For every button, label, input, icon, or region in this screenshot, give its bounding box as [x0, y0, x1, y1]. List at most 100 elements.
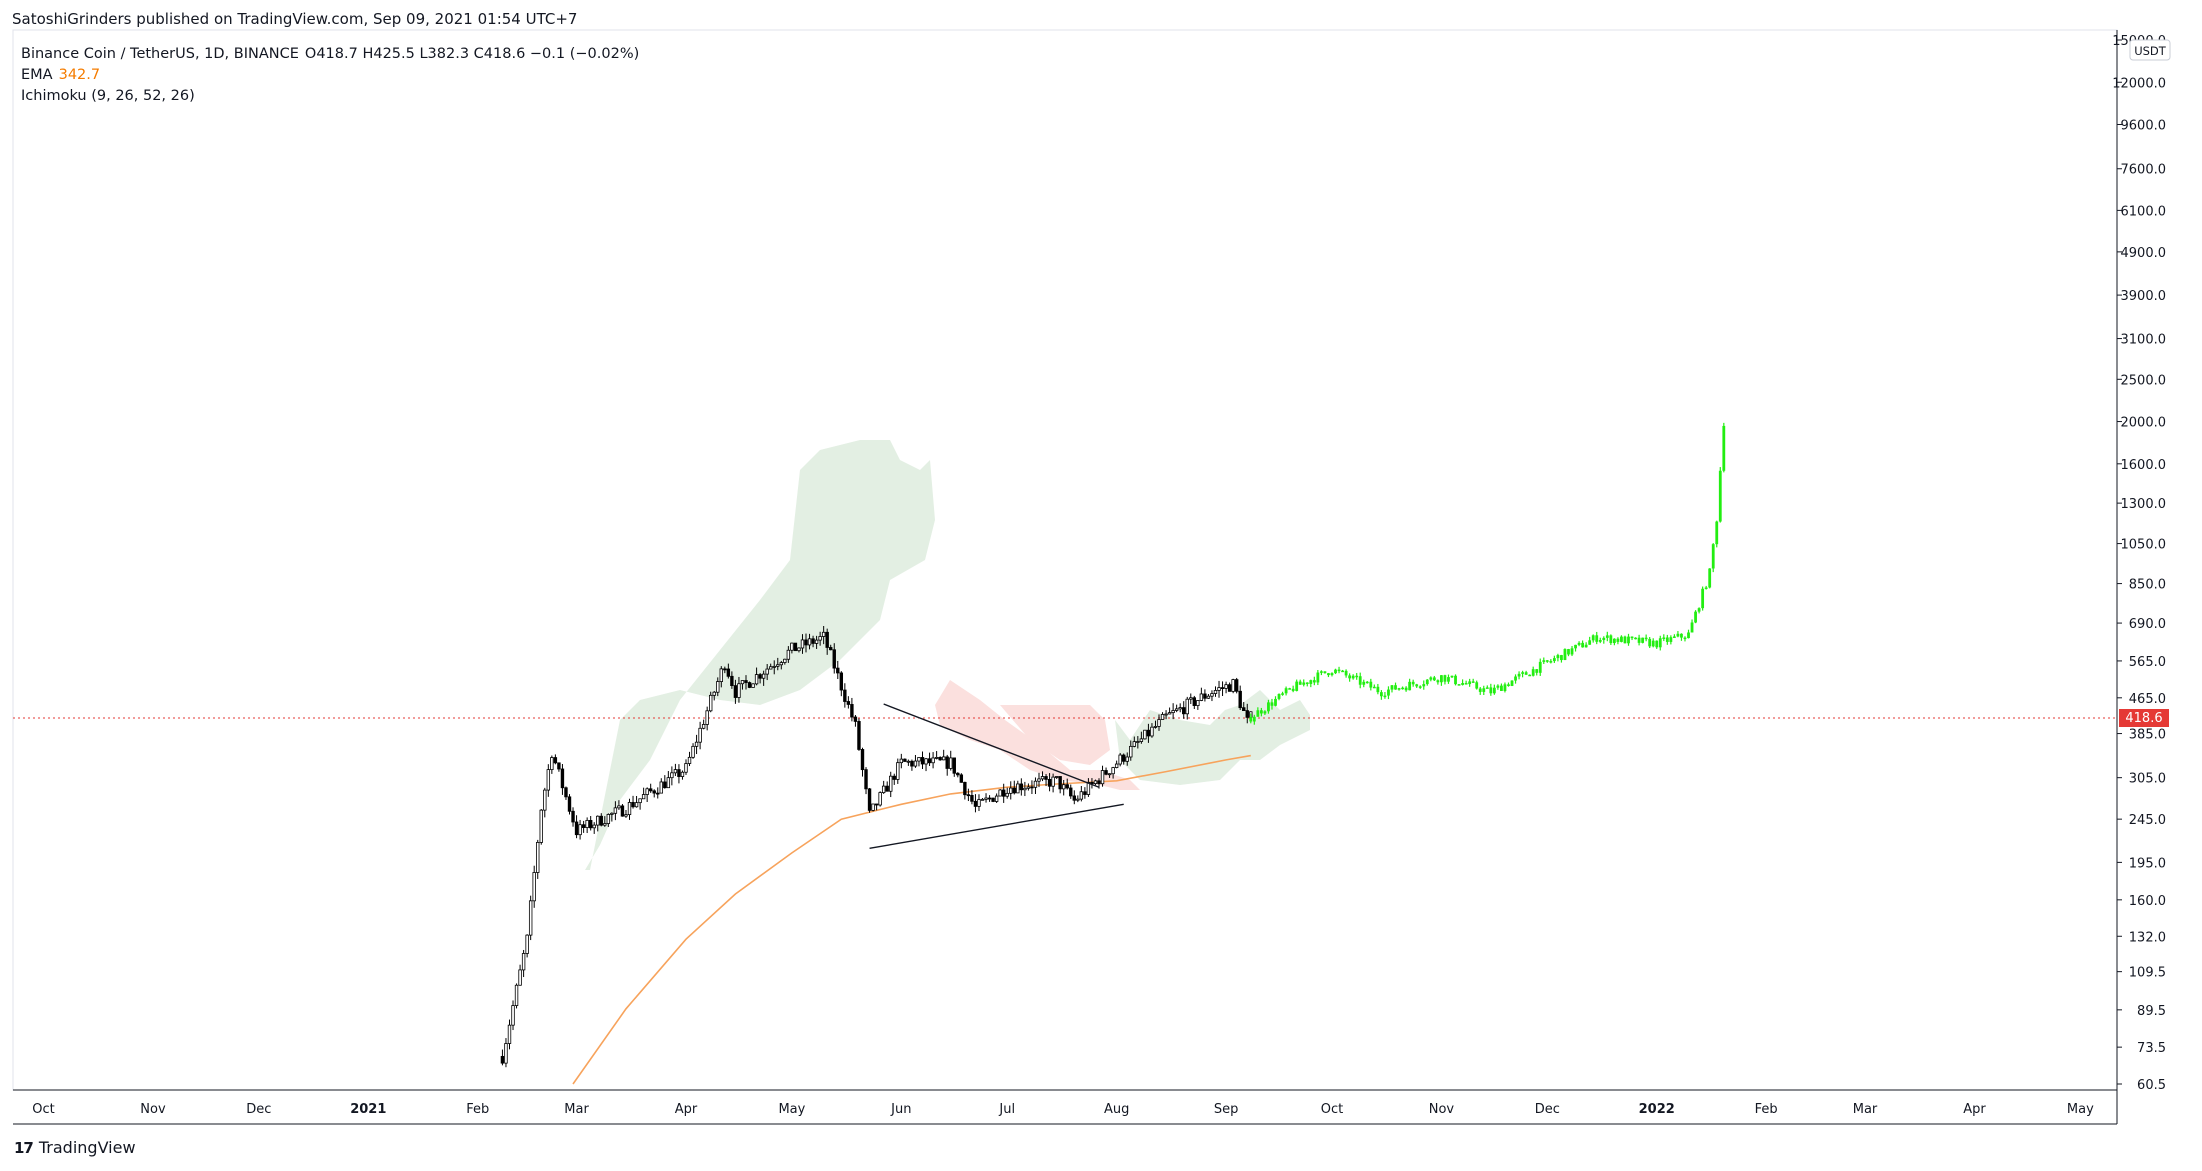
- candle: [959, 774, 964, 783]
- candle: [737, 683, 741, 698]
- candle: [550, 757, 554, 771]
- candle: [744, 680, 748, 683]
- y-tick-label: 7600.0: [2121, 163, 2167, 178]
- candle: [1213, 690, 1218, 694]
- candle: [903, 758, 907, 762]
- projection-candle: [1637, 637, 1641, 643]
- candle: [1227, 684, 1232, 692]
- projection-candle: [1372, 686, 1376, 689]
- candle: [1033, 780, 1038, 788]
- candle: [1231, 679, 1235, 692]
- candle: [709, 694, 713, 712]
- candle: [1132, 741, 1136, 747]
- candle: [966, 794, 971, 797]
- candle: [906, 760, 911, 763]
- projection-candle: [1312, 680, 1316, 683]
- candle: [804, 639, 808, 646]
- time-axis[interactable]: Oct Nov Dec 2021 Feb Mar Apr May Jun Jul Aug Sep Oct…: [32, 1102, 2094, 1117]
- projection-candle: [1468, 681, 1472, 685]
- candle: [543, 789, 547, 811]
- cloud-green-1: [585, 440, 935, 870]
- projection-candle: [1348, 675, 1352, 679]
- candle: [567, 796, 572, 812]
- candle: [949, 757, 953, 769]
- projection-candle: [1701, 588, 1705, 609]
- candle: [673, 769, 678, 774]
- trendline[interactable]: [869, 803, 1124, 850]
- candle: [719, 668, 723, 682]
- candle: [889, 775, 893, 792]
- projection-candle: [1634, 637, 1637, 640]
- candle: [980, 798, 985, 801]
- candle: [574, 821, 579, 836]
- projection-candle: [1503, 684, 1507, 691]
- cloud-red-1: [935, 680, 1140, 790]
- projection-candle: [1341, 670, 1344, 673]
- projection-candle: [1369, 681, 1373, 688]
- candle: [941, 756, 946, 761]
- projection-candle: [1394, 685, 1397, 690]
- candle: [730, 675, 734, 687]
- candle: [560, 768, 565, 789]
- candle: [1058, 776, 1062, 790]
- candle: [807, 638, 812, 646]
- chart-frame: [12, 29, 2118, 1125]
- candle: [606, 814, 611, 824]
- candle: [1044, 776, 1048, 780]
- candle: [1125, 756, 1129, 762]
- projection-candle: [1277, 693, 1281, 699]
- projection-candle: [1687, 632, 1690, 639]
- candle: [747, 682, 752, 688]
- candle: [581, 824, 586, 828]
- legend-symbol-row[interactable]: Binance Coin / TetherUS, 1D, BINANCE O418…: [21, 44, 639, 65]
- projection-candle: [1528, 674, 1532, 677]
- projection-candle: [1387, 689, 1390, 696]
- ema-value: 342.7: [58, 67, 101, 83]
- projection-candle: [1305, 682, 1309, 684]
- projection-candle: [1662, 637, 1666, 639]
- candle: [627, 802, 632, 816]
- projection-candle: [1270, 702, 1274, 706]
- candle: [956, 772, 960, 776]
- projection-candle: [1482, 688, 1486, 692]
- projection-candle: [1422, 684, 1426, 687]
- x-tick-label: Oct: [1321, 1102, 1343, 1117]
- candle: [754, 674, 759, 685]
- candle: [504, 1043, 508, 1064]
- ema-line: [572, 754, 1251, 1085]
- projection-candle: [1521, 672, 1524, 674]
- candle: [867, 788, 872, 811]
- candle: [977, 799, 981, 807]
- projection-candle: [1718, 470, 1722, 522]
- currency-badge[interactable]: USDT: [2129, 39, 2171, 61]
- trendlines-layer: [869, 703, 1124, 850]
- footer-brand[interactable]: 17 TradingView: [14, 1138, 136, 1157]
- candle: [740, 680, 745, 685]
- projection-candle: [1319, 671, 1323, 673]
- projection-candle: [1454, 675, 1457, 685]
- projection-candle: [1425, 679, 1429, 685]
- candle: [1153, 726, 1158, 728]
- candle: [776, 664, 780, 667]
- candle: [1062, 784, 1066, 790]
- projection-candle: [1697, 608, 1701, 612]
- candle: [917, 757, 921, 762]
- legend-ichimoku-row[interactable]: Ichimoku (9, 26, 52, 26): [21, 86, 639, 107]
- projection-candle: [1641, 637, 1645, 643]
- projection-candle: [1690, 622, 1694, 633]
- candle: [518, 969, 522, 986]
- candle: [656, 792, 660, 795]
- legend-ema-row[interactable]: EMA 342.7: [21, 65, 639, 86]
- candle: [585, 820, 589, 828]
- candle: [536, 842, 540, 873]
- candle: [751, 683, 755, 688]
- projection-candle: [1623, 636, 1627, 644]
- projection-candle: [1500, 685, 1503, 691]
- publish-line: SatoshiGrinders published on TradingView…: [12, 10, 578, 28]
- candle: [973, 800, 978, 807]
- price-axis[interactable]: 15000.012000.09600.07600.06100.04900.039…: [2112, 34, 2166, 1093]
- x-tick-label: Oct: [32, 1102, 54, 1117]
- projection-candle: [1274, 698, 1277, 706]
- trendline[interactable]: [883, 703, 1100, 788]
